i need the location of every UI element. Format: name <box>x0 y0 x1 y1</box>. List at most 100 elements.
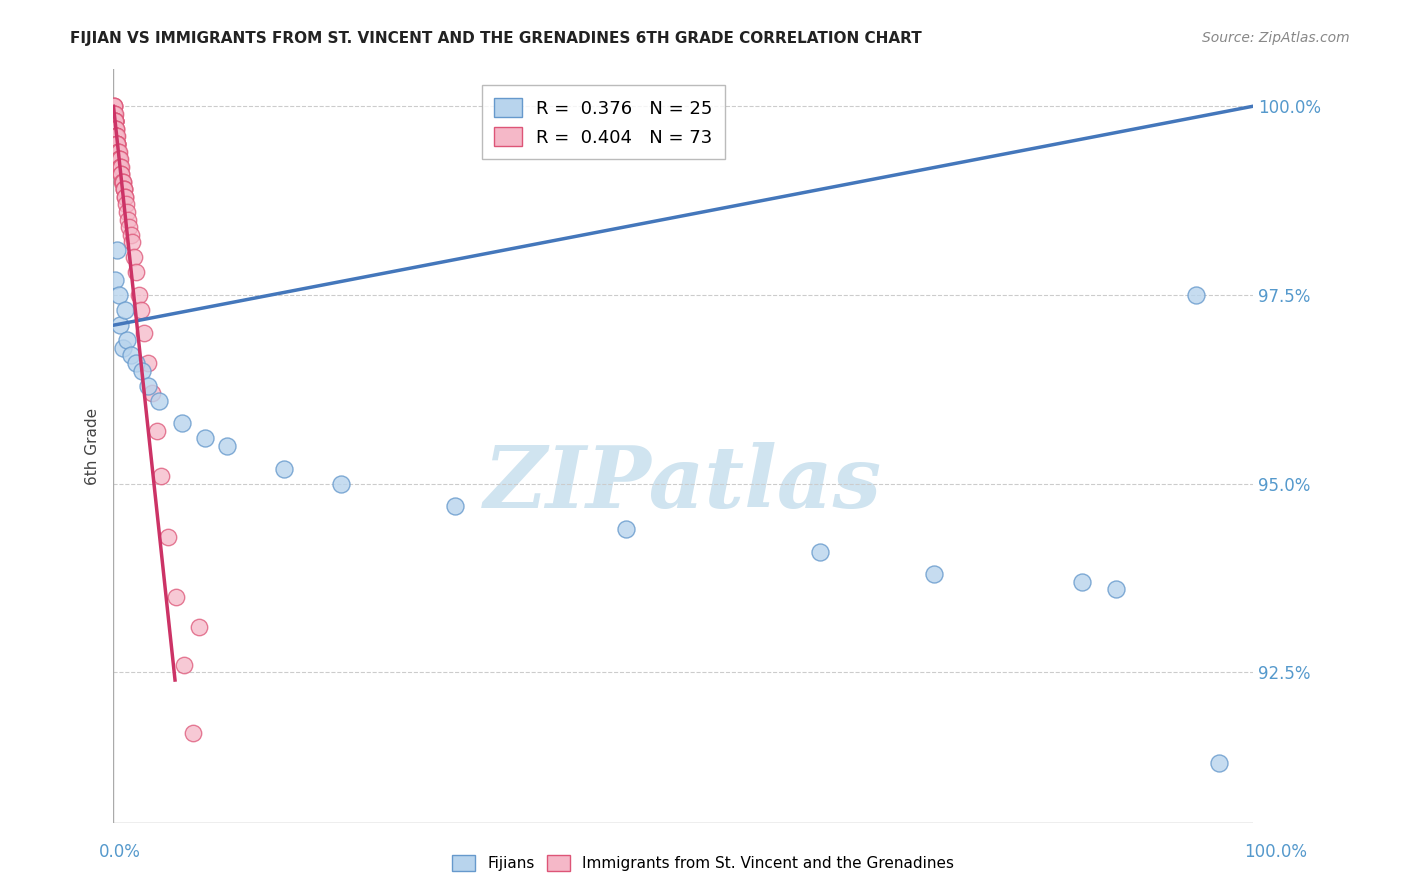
Point <box>112 182 135 196</box>
Point <box>125 265 148 279</box>
Point <box>273 461 295 475</box>
Point <box>104 129 127 144</box>
Point <box>105 129 128 144</box>
Point <box>110 318 132 333</box>
Point <box>104 114 127 128</box>
Point <box>103 99 125 113</box>
Point <box>103 107 125 121</box>
Point <box>103 107 125 121</box>
Legend: R =  0.376   N = 25, R =  0.404   N = 73: R = 0.376 N = 25, R = 0.404 N = 73 <box>482 85 725 159</box>
Point <box>103 107 125 121</box>
Point <box>104 129 127 144</box>
Point <box>1185 288 1208 302</box>
Point <box>808 544 831 558</box>
Point <box>173 657 195 672</box>
Point <box>104 114 127 128</box>
Point <box>122 250 145 264</box>
Point <box>104 122 127 136</box>
Point <box>194 432 217 446</box>
Text: Source: ZipAtlas.com: Source: ZipAtlas.com <box>1202 31 1350 45</box>
Point <box>114 190 136 204</box>
Point <box>110 160 132 174</box>
Point <box>110 167 132 181</box>
Point <box>107 145 129 159</box>
Point <box>115 334 138 348</box>
Point <box>107 136 129 151</box>
Point <box>103 107 125 121</box>
Point <box>115 205 138 219</box>
Point <box>104 122 127 136</box>
Point <box>105 129 128 144</box>
Point <box>128 288 150 302</box>
Point <box>107 145 129 159</box>
Legend: Fijians, Immigrants from St. Vincent and the Grenadines: Fijians, Immigrants from St. Vincent and… <box>446 849 960 877</box>
Point <box>107 145 129 159</box>
Point <box>105 129 128 144</box>
Point <box>105 136 128 151</box>
Point <box>136 356 159 370</box>
Text: ZIPatlas: ZIPatlas <box>484 442 882 525</box>
Point <box>922 567 945 582</box>
Point <box>114 190 136 204</box>
Text: 0.0%: 0.0% <box>98 843 141 861</box>
Point <box>146 424 169 438</box>
Point <box>104 122 127 136</box>
Point <box>103 99 125 113</box>
Point <box>165 590 187 604</box>
Point <box>120 227 142 242</box>
Point <box>110 167 132 181</box>
Point <box>111 175 134 189</box>
Point <box>104 122 127 136</box>
Point <box>104 107 127 121</box>
Point <box>114 303 136 318</box>
Point <box>105 129 128 144</box>
Point <box>104 114 127 128</box>
Point <box>1208 756 1230 770</box>
Point <box>614 522 637 536</box>
Point <box>170 417 193 431</box>
Point <box>187 620 209 634</box>
Point <box>108 152 131 166</box>
Point <box>112 182 135 196</box>
Point <box>141 386 163 401</box>
Point <box>115 197 138 211</box>
Point <box>107 145 129 159</box>
Point <box>157 530 180 544</box>
Point <box>121 235 143 249</box>
Point <box>104 114 127 128</box>
Text: 100.0%: 100.0% <box>1244 843 1308 861</box>
Point <box>108 152 131 166</box>
Point <box>150 469 173 483</box>
Text: FIJIAN VS IMMIGRANTS FROM ST. VINCENT AND THE GRENADINES 6TH GRADE CORRELATION C: FIJIAN VS IMMIGRANTS FROM ST. VINCENT AN… <box>70 31 922 46</box>
Point <box>118 220 141 235</box>
Point <box>111 175 134 189</box>
Point <box>444 500 467 514</box>
Point <box>105 243 128 257</box>
Point <box>108 288 131 302</box>
Point <box>105 136 128 151</box>
Point <box>1071 574 1094 589</box>
Point <box>105 136 128 151</box>
Point <box>105 136 128 151</box>
Point <box>1105 582 1128 597</box>
Point <box>134 326 156 340</box>
Point <box>117 212 139 227</box>
Point <box>108 152 131 166</box>
Point <box>110 160 132 174</box>
Point <box>104 122 127 136</box>
Point <box>217 439 239 453</box>
Point <box>103 114 125 128</box>
Point <box>105 129 128 144</box>
Point <box>136 378 159 392</box>
Point <box>103 99 125 113</box>
Point <box>104 114 127 128</box>
Y-axis label: 6th Grade: 6th Grade <box>86 408 100 484</box>
Point <box>112 182 135 196</box>
Point <box>148 393 170 408</box>
Point <box>330 476 353 491</box>
Point <box>111 341 134 355</box>
Point <box>111 175 134 189</box>
Point <box>129 303 152 318</box>
Point <box>125 356 148 370</box>
Point <box>110 160 132 174</box>
